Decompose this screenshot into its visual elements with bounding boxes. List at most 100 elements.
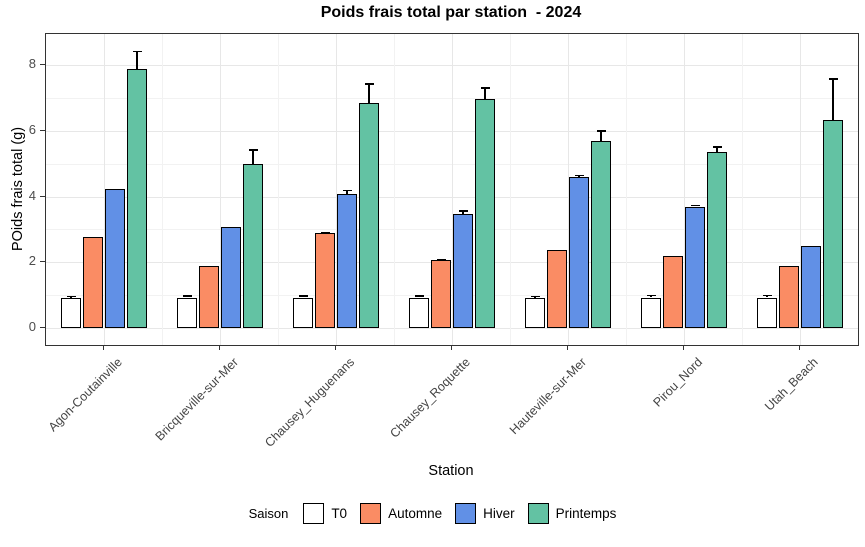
error-bar-cap: [436, 258, 446, 261]
bar-automne: [663, 256, 683, 328]
x-axis-title: Station: [428, 463, 474, 479]
error-bar-cap: [646, 294, 656, 297]
legend-item-t0: T0: [303, 503, 347, 524]
bar-printemps: [243, 163, 263, 328]
error-bar-cap: [712, 146, 722, 148]
legend-item-automne: Automne: [360, 503, 442, 524]
x-category-label: Pirou_Nord: [650, 355, 705, 410]
bar-automne: [547, 249, 567, 328]
legend-item-printemps: Printemps: [527, 503, 617, 524]
error-bar-cap: [298, 295, 308, 297]
error-bar-cap: [574, 174, 584, 177]
error-bar-cap: [66, 295, 76, 297]
error-bar-cap: [762, 294, 772, 297]
bar-t0: [757, 297, 777, 328]
bar-automne: [83, 237, 103, 328]
bar-printemps: [359, 103, 379, 328]
legend-item-label: Hiver: [483, 506, 515, 521]
gridline-minor-vertical: [626, 34, 627, 345]
y-tick-mark: [40, 129, 45, 131]
x-tick-mark: [683, 345, 684, 350]
y-tick-mark: [40, 327, 45, 328]
error-bar-line: [484, 87, 486, 99]
gridline-major-vertical: [568, 34, 569, 345]
bar-printemps: [127, 68, 147, 328]
legend-item-label: T0: [331, 506, 348, 521]
legend-title: Saison: [248, 506, 289, 521]
error-bar-line: [716, 146, 718, 153]
gridline-major-vertical: [104, 34, 105, 345]
x-category-label: Hauteville-sur-Mer: [506, 355, 589, 438]
x-category-label: Utah_Beach: [762, 355, 821, 414]
legend-item-hiver: Hiver: [455, 503, 515, 524]
bar-t0: [409, 297, 429, 328]
plot-panel: [45, 33, 859, 346]
x-tick-mark: [567, 345, 568, 350]
legend-key-swatch: [303, 503, 325, 524]
bar-automne: [431, 260, 451, 328]
x-tick-mark: [335, 345, 336, 350]
x-tick-mark: [219, 345, 220, 350]
y-tick-label: 0: [28, 319, 36, 334]
error-bar-cap: [132, 50, 142, 52]
y-tick-mark: [40, 195, 45, 197]
error-bar-line: [136, 50, 138, 69]
legend-key-swatch: [360, 503, 382, 524]
y-tick-mark: [40, 64, 45, 66]
error-bar-line: [462, 210, 464, 215]
x-category-label: Chausey_Roquette: [387, 355, 473, 441]
gridline-major-vertical: [452, 34, 453, 345]
gridline-major-vertical: [684, 34, 685, 345]
x-tick-mark: [799, 345, 800, 350]
y-tick-label: 2: [28, 253, 36, 269]
bar-hiver: [801, 246, 821, 328]
x-category-label: Agon-Coutainville: [45, 355, 125, 435]
gridline-minor-vertical: [162, 34, 163, 345]
gridline-minor-vertical: [278, 34, 279, 345]
y-tick-mark: [40, 261, 45, 263]
error-bar-cap: [182, 295, 192, 297]
error-bar-cap: [248, 149, 258, 151]
bar-printemps: [591, 140, 611, 328]
error-bar-cap: [458, 210, 468, 212]
bar-printemps: [475, 98, 495, 328]
bar-automne: [315, 233, 335, 328]
gridline-minor-vertical: [394, 34, 395, 345]
error-bar-cap: [364, 83, 374, 85]
bar-t0: [525, 297, 545, 328]
x-tick-mark: [103, 345, 104, 350]
legend-item-label: Printemps: [555, 506, 617, 521]
chart-title: Poids frais total par station - 2024: [320, 4, 582, 21]
legend-key-swatch: [527, 503, 549, 524]
gridline-major-vertical: [800, 34, 801, 345]
error-bar-cap: [320, 231, 330, 233]
y-tick-label: 4: [28, 187, 36, 203]
bar-hiver: [105, 189, 125, 328]
x-category-label: Chausey_Huguenans: [261, 355, 357, 450]
bar-printemps: [823, 120, 843, 328]
error-bar-line: [600, 130, 602, 141]
bar-hiver: [453, 214, 473, 328]
error-bar-line: [368, 83, 370, 103]
bar-hiver: [221, 226, 241, 328]
error-bar-cap: [690, 204, 700, 207]
bar-automne: [779, 266, 799, 328]
error-bar-line: [346, 189, 348, 194]
gridline-minor-vertical: [510, 34, 511, 345]
bar-t0: [61, 297, 81, 328]
error-bar-line: [832, 78, 834, 121]
bar-hiver: [337, 194, 357, 328]
gridline-minor-vertical: [742, 34, 743, 345]
bar-hiver: [569, 176, 589, 328]
bar-t0: [293, 297, 313, 328]
error-bar-line: [252, 149, 254, 164]
bar-automne: [199, 266, 219, 328]
bar-printemps: [707, 152, 727, 328]
error-bar-cap: [414, 295, 424, 297]
error-bar-cap: [828, 78, 838, 80]
legend-item-label: Automne: [388, 506, 443, 521]
y-tick-label: 6: [28, 121, 36, 137]
gridline-major-vertical: [336, 34, 337, 345]
bar-hiver: [685, 206, 705, 328]
